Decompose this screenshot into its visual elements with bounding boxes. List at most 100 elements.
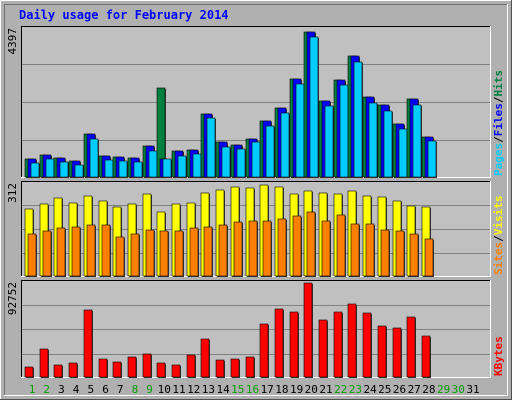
bar-sites-day-17 <box>262 220 272 277</box>
bar-kbytes-day-23 <box>347 303 357 378</box>
x-tick-label-day-4: 4 <box>73 383 80 396</box>
panel-hits-legend: Pages/Files/Hits <box>492 70 505 176</box>
bar-sites-day-27 <box>409 233 419 277</box>
legend-item-pages: Pages <box>492 143 505 176</box>
bar-sites-day-18 <box>277 218 287 277</box>
bar-pages-day-25 <box>383 110 393 178</box>
bar-kbytes-day-22 <box>333 311 343 378</box>
bar-kbytes-day-11 <box>171 364 181 378</box>
panel-hits-ymax-label: 4397 <box>6 28 19 55</box>
bar-sites-day-10 <box>159 230 169 277</box>
bar-pages-day-28 <box>427 140 437 178</box>
bar-sites-day-14 <box>218 224 228 277</box>
bar-sites-day-4 <box>71 226 81 277</box>
x-tick-label-day-23: 23 <box>349 383 362 396</box>
bar-sites-day-21 <box>321 220 331 277</box>
bar-kbytes-day-7 <box>112 361 122 378</box>
bar-kbytes-day-1 <box>24 366 34 378</box>
legend-item-hits: Hits <box>492 70 505 97</box>
bar-pages-day-4 <box>74 164 84 178</box>
legend-separator: / <box>492 96 505 103</box>
bar-sites-day-16 <box>248 220 258 277</box>
x-tick-label-day-27: 27 <box>408 383 421 396</box>
bar-sites-day-13 <box>203 226 213 277</box>
bar-pages-day-21 <box>324 105 334 178</box>
legend-item-files: Files <box>492 103 505 136</box>
bar-kbytes-day-5 <box>83 309 93 378</box>
bar-pages-day-27 <box>412 104 422 178</box>
bar-sites-day-7 <box>115 236 125 277</box>
bar-sites-day-8 <box>130 233 140 277</box>
x-tick-label-day-22: 22 <box>334 383 347 396</box>
x-tick-label-day-9: 9 <box>146 383 153 396</box>
x-tick-label-day-20: 20 <box>305 383 318 396</box>
panel-kbytes-legend: KBytes <box>492 336 505 376</box>
legend-separator: / <box>492 235 505 242</box>
bar-kbytes-day-27 <box>406 316 416 378</box>
panel-kbytes: 92752 KBytes <box>6 280 505 378</box>
bar-pages-day-1 <box>30 162 40 178</box>
x-tick-label-day-15: 15 <box>231 383 244 396</box>
bar-pages-day-20 <box>309 36 319 178</box>
x-tick-label-day-6: 6 <box>102 383 109 396</box>
x-tick-label-day-26: 26 <box>393 383 406 396</box>
legend-separator: / <box>492 136 505 143</box>
bar-kbytes-day-2 <box>39 348 49 378</box>
x-tick-label-day-10: 10 <box>158 383 171 396</box>
bar-pages-day-13 <box>206 117 216 178</box>
x-tick-label-day-1: 1 <box>29 383 36 396</box>
bar-kbytes-day-19 <box>289 311 299 378</box>
x-tick-label-day-2: 2 <box>43 383 50 396</box>
bar-sites-day-23 <box>350 223 360 277</box>
bar-sites-day-5 <box>86 224 96 277</box>
bar-kbytes-day-3 <box>53 364 63 378</box>
bar-pages-day-8 <box>133 161 143 178</box>
bar-pages-day-15 <box>236 148 246 178</box>
bar-kbytes-day-21 <box>318 319 328 378</box>
bar-sites-day-22 <box>336 214 346 277</box>
bar-sites-day-15 <box>233 221 243 277</box>
x-tick-label-day-30: 30 <box>452 383 465 396</box>
chart-title: Daily usage for February 2014 <box>19 8 229 22</box>
x-tick-label-day-5: 5 <box>87 383 94 396</box>
bar-sites-day-11 <box>174 230 184 277</box>
bar-kbytes-day-25 <box>377 325 387 378</box>
bar-kbytes-day-13 <box>200 338 210 378</box>
bar-kbytes-day-15 <box>230 358 240 378</box>
bar-sites-day-19 <box>292 215 302 277</box>
x-tick-label-day-3: 3 <box>58 383 65 396</box>
legend-item-sites: Sites <box>492 242 505 275</box>
bar-sites-day-2 <box>42 230 52 277</box>
panel-kbytes-ymax-label: 92752 <box>6 282 19 315</box>
panel-visits-legend: Sites/Visits <box>492 196 505 276</box>
bar-sites-day-3 <box>56 227 66 277</box>
bar-sites-day-12 <box>189 227 199 277</box>
panel-visits-ymax-label: 312 <box>6 183 19 203</box>
bar-kbytes-day-12 <box>186 354 196 378</box>
bar-kbytes-day-16 <box>245 356 255 378</box>
x-tick-label-day-7: 7 <box>117 383 124 396</box>
bar-kbytes-day-17 <box>259 323 269 378</box>
bar-kbytes-day-4 <box>68 362 78 378</box>
x-tick-label-day-25: 25 <box>378 383 391 396</box>
x-tick-label-day-29: 29 <box>437 383 450 396</box>
bar-sites-day-24 <box>365 223 375 277</box>
bar-kbytes-day-10 <box>156 362 166 378</box>
bar-kbytes-day-24 <box>362 312 372 378</box>
x-tick-label-day-19: 19 <box>290 383 303 396</box>
bar-pages-day-24 <box>368 102 378 178</box>
bar-sites-day-25 <box>380 229 390 277</box>
bar-kbytes-day-8 <box>127 356 137 378</box>
bar-kbytes-day-26 <box>392 327 402 378</box>
x-tick-label-day-8: 8 <box>132 383 139 396</box>
x-tick-label-day-28: 28 <box>422 383 435 396</box>
bar-sites-day-28 <box>424 238 434 277</box>
bar-sites-day-20 <box>306 211 316 277</box>
x-tick-label-day-24: 24 <box>363 383 377 396</box>
x-tick-label-day-11: 11 <box>172 383 185 396</box>
x-tick-label-day-21: 21 <box>319 383 332 396</box>
bar-sites-day-6 <box>101 224 111 277</box>
